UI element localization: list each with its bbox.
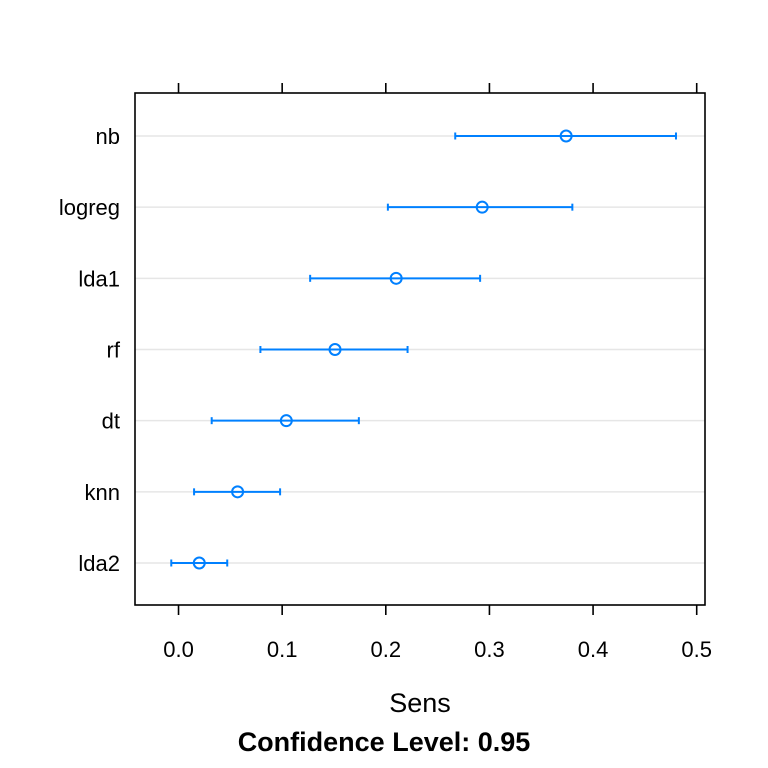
x-axis-ticks: 0.0 0.1 0.2 0.3 0.4 0.5: [163, 83, 712, 662]
x-tick-label-4: 0.4: [578, 637, 609, 662]
category-label-nb: nb: [96, 124, 120, 149]
category-label-lda2: lda2: [78, 551, 120, 576]
category-label-knn: knn: [85, 480, 120, 505]
confidence-intervals: [170, 129, 677, 570]
y-axis-labels: nb logreg lda1 rf dt knn lda2: [59, 124, 121, 576]
category-label-lda1: lda1: [78, 266, 120, 291]
point-dt: [279, 414, 293, 428]
x-tick-label-0: 0.0: [163, 637, 194, 662]
plot-frame: [134, 92, 706, 606]
x-tick-label-1: 0.1: [267, 637, 298, 662]
x-tick-label-5: 0.5: [681, 637, 712, 662]
x-tick-label-3: 0.3: [474, 637, 505, 662]
point-rf: [328, 343, 342, 356]
x-axis-title: Sens: [389, 688, 451, 718]
point-logreg: [475, 200, 489, 214]
x-tick-label-2: 0.2: [371, 637, 402, 662]
gridlines: [135, 135, 705, 564]
category-label-logreg: logreg: [59, 195, 120, 220]
category-label-dt: dt: [102, 409, 120, 434]
point-lda1: [389, 271, 403, 285]
point-lda2: [192, 556, 206, 570]
point-knn: [231, 485, 245, 499]
chart-subtitle: Confidence Level: 0.95: [238, 727, 531, 757]
point-nb: [559, 129, 573, 143]
category-label-rf: rf: [107, 338, 121, 363]
